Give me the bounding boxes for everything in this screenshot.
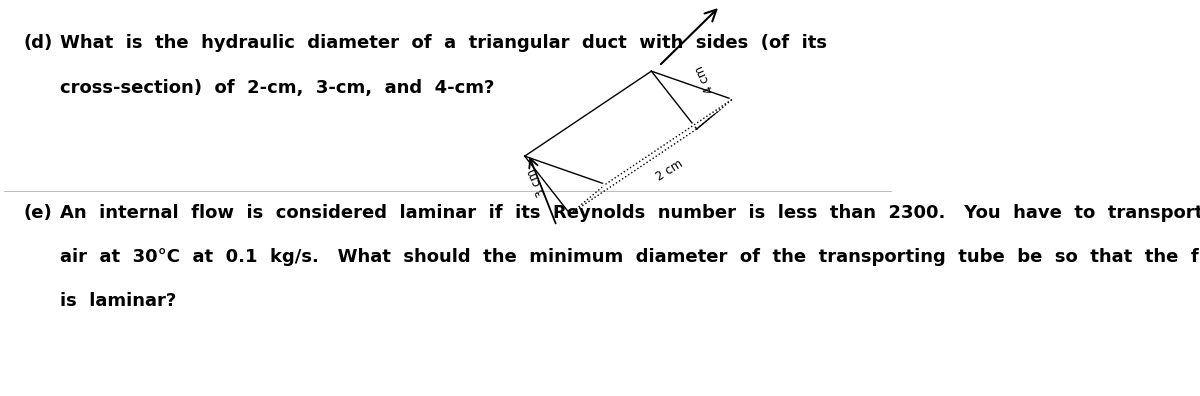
Text: What  is  the  hydraulic  diameter  of  a  triangular  duct  with  sides  (of  i: What is the hydraulic diameter of a tria… xyxy=(60,34,827,52)
Text: cross-section)  of  2-cm,  3-cm,  and  4-cm?: cross-section) of 2-cm, 3-cm, and 4-cm? xyxy=(60,79,494,97)
Text: 3 cm: 3 cm xyxy=(526,166,548,198)
Text: (e): (e) xyxy=(24,204,53,222)
Text: An  internal  flow  is  considered  laminar  if  its  Reynolds  number  is  less: An internal flow is considered laminar i… xyxy=(60,204,1200,222)
Text: is  laminar?: is laminar? xyxy=(60,292,176,310)
Text: 2 cm: 2 cm xyxy=(654,158,685,184)
Text: 4 cm: 4 cm xyxy=(692,63,716,95)
Text: air  at  30°C  at  0.1  kg/s.   What  should  the  minimum  diameter  of  the  t: air at 30°C at 0.1 kg/s. What should the… xyxy=(60,248,1200,266)
Text: (d): (d) xyxy=(24,34,53,52)
